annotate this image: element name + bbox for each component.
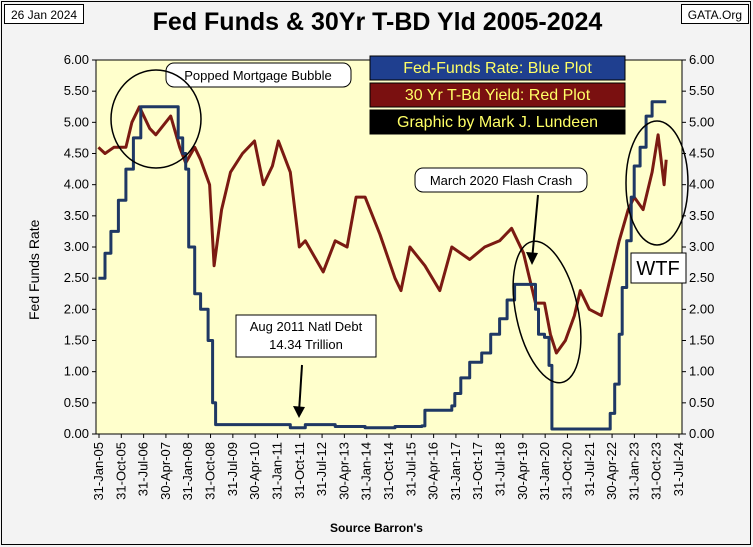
y-tick-label-left: 4.50 xyxy=(64,146,89,161)
y-tick-label-left: 6.00 xyxy=(64,52,89,67)
x-tick-label: 30-Apr-13 xyxy=(336,442,351,500)
x-tick-label: 31-Oct-20 xyxy=(559,442,574,500)
annotation-box-debt xyxy=(235,314,377,358)
x-tick-label: 30-Apr-19 xyxy=(515,442,530,500)
y-tick-label-right: 1.00 xyxy=(689,364,714,379)
annotation-ellipse-crash xyxy=(512,240,582,384)
x-tick-label: 31-Jul-18 xyxy=(493,442,508,496)
y-tick-label-right: 6.00 xyxy=(689,52,714,67)
annotation-debt-line2: 14.34 Trillion xyxy=(269,337,343,352)
legend-entry: Graphic by Mark J. Lundeen xyxy=(397,114,598,131)
x-tick-label: 31-Jan-08 xyxy=(180,442,195,501)
x-tick-label: 31-Oct-14 xyxy=(381,442,396,500)
x-tick-label: 31-Jan-23 xyxy=(626,442,641,501)
annotation-bubble: Popped Mortgage Bubble xyxy=(184,68,331,83)
y-tick-label-left: 5.00 xyxy=(64,114,89,129)
x-tick-label: 31-Jan-14 xyxy=(359,442,374,501)
annotation-wtf: WTF xyxy=(636,258,679,280)
x-tick-label: 30-Apr-10 xyxy=(247,442,262,500)
x-tick-label: 31-Oct-08 xyxy=(203,442,218,500)
annotation-arrowhead-debt xyxy=(293,406,305,418)
y-tick-label-left: 0.50 xyxy=(64,395,89,410)
y-tick-label-right: 4.50 xyxy=(689,146,714,161)
x-tick-label: 31-Jan-20 xyxy=(537,442,552,501)
legend-entry: 30 Yr T-Bd Yield: Red Plot xyxy=(405,87,591,104)
x-tick-label: 30-Apr-22 xyxy=(604,442,619,500)
y-tick-label-right: 4.00 xyxy=(689,177,714,192)
y-tick-label-right: 2.00 xyxy=(689,301,714,316)
x-tick-label: 31-Jan-11 xyxy=(269,442,284,500)
x-tick-label: 31-Jul-24 xyxy=(671,442,686,496)
legend-box xyxy=(369,82,626,108)
y-tick-label-left: 2.00 xyxy=(64,301,89,316)
y-tick-label-right: 3.00 xyxy=(689,239,714,254)
series-line-fed-funds xyxy=(98,100,667,431)
x-tick-label: 31-Oct-23 xyxy=(649,442,664,500)
legend-box xyxy=(369,55,626,81)
annotation-debt-line1: Aug 2011 Natl Debt xyxy=(250,319,363,334)
x-tick-label: 31-Oct-17 xyxy=(470,442,485,500)
annotation-ellipse-bubble xyxy=(110,69,202,169)
y-tick-label-right: 1.50 xyxy=(689,333,714,348)
x-tick-label: 31-Oct-05 xyxy=(113,442,128,500)
annotation-arrowhead-crash xyxy=(526,252,538,265)
x-tick-label: 31-Jul-12 xyxy=(314,442,329,496)
annotation-box-crash xyxy=(414,167,588,193)
y-tick-label-right: 2.50 xyxy=(689,270,714,285)
y-tick-label-right: 5.50 xyxy=(689,83,714,98)
x-tick-label: 30-Apr-07 xyxy=(158,442,173,500)
annotation-ellipse-wtf xyxy=(625,120,689,246)
y-tick-label-right: 0.00 xyxy=(689,426,714,441)
x-tick-label: 31-Jul-21 xyxy=(582,442,597,496)
x-tick-label: 31-Oct-11 xyxy=(292,442,307,499)
annotation-arrow-debt xyxy=(298,364,303,413)
annotation-arrow-crash xyxy=(531,194,539,261)
annotation-box-bubble xyxy=(165,62,352,88)
annotation-box-wtf xyxy=(630,252,687,284)
date-label: 26 Jan 2024 xyxy=(4,4,85,24)
legend-box xyxy=(369,109,626,135)
x-axis-label: Source Barron's xyxy=(330,521,423,535)
legend-entry: Fed-Funds Rate: Blue Plot xyxy=(403,60,592,77)
chart-title: Fed Funds & 30Yr T-BD Yld 2005-2024 xyxy=(152,8,603,36)
x-tick-label: 31-Jan-17 xyxy=(448,442,463,501)
y-tick-label-left: 3.00 xyxy=(64,239,89,254)
y-tick-label-left: 3.50 xyxy=(64,208,89,223)
x-tick-label: 30-Apr-16 xyxy=(426,442,441,500)
y-tick-label-left: 2.50 xyxy=(64,270,89,285)
x-tick-label: 31-Jul-06 xyxy=(136,442,151,496)
y-tick-label-left: 5.50 xyxy=(64,83,89,98)
y-tick-label-right: 3.50 xyxy=(689,208,714,223)
x-tick-label: 31-Jul-09 xyxy=(225,442,240,496)
y-tick-label-right: 0.50 xyxy=(689,395,714,410)
x-tick-label: 31-Jul-15 xyxy=(403,442,418,496)
y-tick-label-right: 5.00 xyxy=(689,114,714,129)
x-tick-label: 31-Jan-05 xyxy=(91,442,106,501)
y-tick-label-left: 1.00 xyxy=(64,364,89,379)
annotation-crash: March 2020 Flash Crash xyxy=(430,173,572,188)
site-label: GATA.Org xyxy=(680,4,749,24)
y-tick-label-left: 4.00 xyxy=(64,177,89,192)
y-tick-label-left: 1.50 xyxy=(64,333,89,348)
y-tick-label-left: 0.00 xyxy=(64,426,89,441)
